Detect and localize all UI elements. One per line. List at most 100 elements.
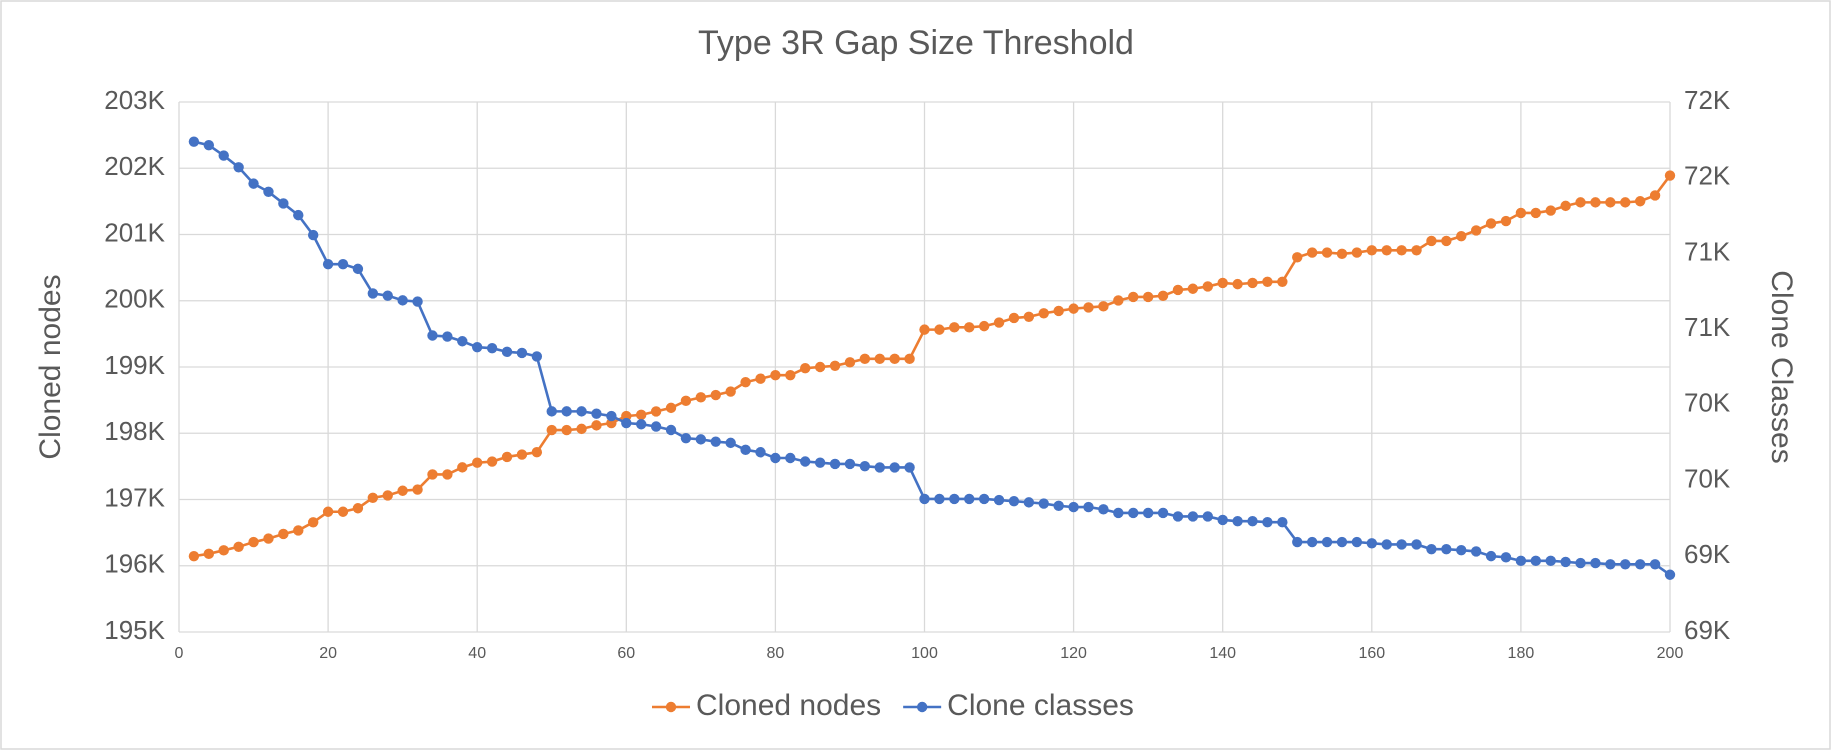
data-point — [1172, 511, 1184, 522]
data-point — [1113, 507, 1124, 519]
data-point — [1053, 305, 1064, 317]
data-point — [561, 424, 572, 436]
data-point — [591, 408, 602, 419]
data-point — [1575, 197, 1586, 208]
data-point — [1262, 517, 1273, 528]
data-point — [367, 288, 379, 299]
data-point — [889, 462, 900, 473]
x-tick-label: 80 — [767, 645, 785, 662]
data-point — [322, 506, 334, 517]
data-point — [248, 536, 259, 548]
data-point — [859, 353, 871, 365]
data-point — [412, 484, 423, 495]
data-point — [352, 503, 364, 514]
data-point — [695, 434, 707, 445]
data-point — [203, 548, 215, 560]
data-point — [621, 417, 632, 429]
data-point — [1023, 311, 1035, 322]
data-point — [800, 456, 811, 467]
data-point — [1008, 312, 1020, 324]
data-point — [1470, 225, 1482, 236]
data-point — [814, 361, 826, 373]
data-point — [680, 395, 692, 407]
data-point — [1128, 507, 1139, 519]
data-point — [1232, 278, 1243, 290]
data-point — [1456, 545, 1467, 556]
data-point — [1634, 196, 1646, 207]
data-point — [1485, 218, 1497, 229]
data-point — [859, 460, 871, 472]
data-point — [1262, 276, 1273, 288]
data-point — [1575, 557, 1586, 569]
data-point — [1500, 215, 1512, 227]
y2-tick-label: 71K — [1684, 236, 1731, 266]
data-point — [263, 533, 274, 544]
data-point — [934, 324, 945, 335]
data-point — [516, 347, 528, 359]
data-point — [427, 469, 438, 480]
data-point — [964, 493, 975, 505]
data-point — [1664, 170, 1676, 181]
data-point — [1083, 302, 1094, 313]
data-point — [397, 485, 408, 496]
data-point — [1605, 197, 1616, 208]
data-point — [307, 517, 319, 528]
data-point — [1187, 283, 1199, 294]
data-point — [531, 446, 543, 458]
data-point — [919, 324, 930, 335]
data-point — [367, 492, 379, 503]
data-point — [576, 423, 587, 435]
data-point — [650, 406, 662, 417]
data-point — [1411, 245, 1422, 256]
data-point — [1351, 247, 1363, 258]
data-point — [501, 451, 513, 463]
y-tick-label: 197K — [104, 482, 165, 512]
data-point — [1306, 536, 1318, 548]
x-tick-label: 20 — [319, 645, 337, 662]
x-tick-label: 200 — [1657, 645, 1684, 662]
data-point — [725, 386, 736, 397]
data-point — [785, 369, 796, 381]
data-point — [1232, 515, 1243, 527]
data-point — [457, 462, 468, 473]
data-point — [591, 420, 602, 431]
data-point — [1620, 559, 1631, 570]
data-point — [442, 331, 453, 342]
y-tick-label: 196K — [104, 549, 165, 579]
data-point — [1605, 559, 1616, 570]
data-point — [1277, 517, 1288, 528]
data-point — [1515, 207, 1527, 219]
data-point — [188, 136, 200, 147]
data-point — [1411, 539, 1422, 550]
data-point — [1038, 308, 1049, 319]
data-point — [606, 410, 617, 422]
data-point — [561, 406, 572, 417]
data-point — [1217, 514, 1228, 526]
data-point — [1142, 291, 1154, 303]
data-point — [874, 353, 885, 365]
data-point — [1277, 276, 1288, 288]
data-point — [978, 493, 990, 505]
data-point — [889, 353, 900, 365]
data-point — [1142, 507, 1154, 519]
data-point — [1008, 495, 1020, 507]
data-point — [1620, 197, 1631, 208]
data-point — [516, 449, 528, 460]
data-point — [710, 389, 721, 401]
data-point — [636, 419, 647, 430]
data-point — [1068, 303, 1079, 314]
x-tick-label: 60 — [617, 645, 635, 662]
data-point — [1441, 543, 1452, 555]
data-point — [1426, 543, 1437, 555]
data-point — [1038, 498, 1049, 509]
data-point — [680, 432, 692, 444]
data-point — [1470, 546, 1482, 557]
data-point — [1098, 301, 1109, 312]
x-tick-label: 140 — [1209, 645, 1236, 662]
data-point — [1649, 190, 1661, 201]
data-point — [1545, 555, 1556, 567]
legend-marker — [916, 701, 928, 713]
x-tick-label: 0 — [175, 645, 184, 662]
data-point — [233, 162, 244, 173]
